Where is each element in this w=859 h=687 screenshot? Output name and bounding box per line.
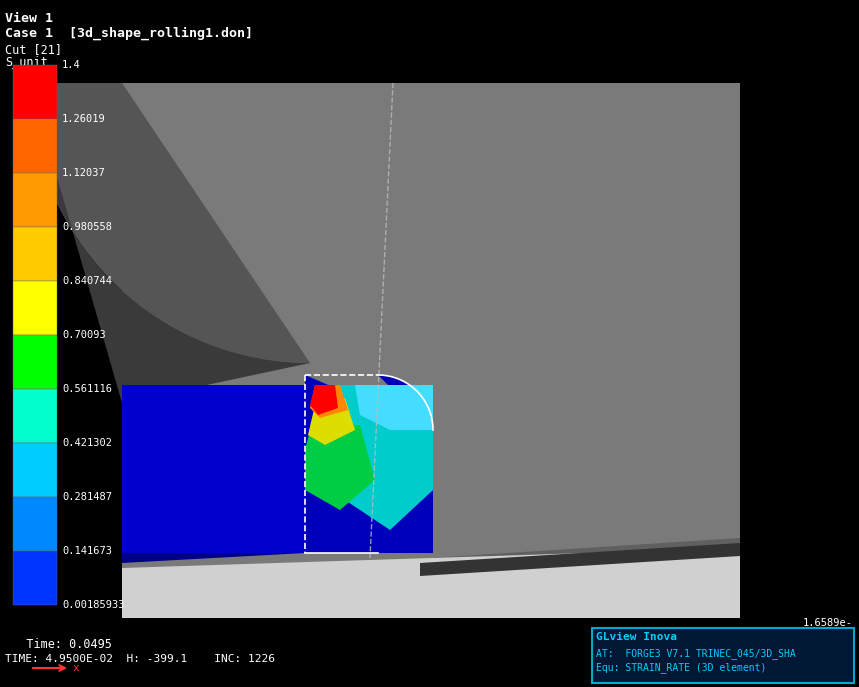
Polygon shape <box>310 385 348 418</box>
FancyBboxPatch shape <box>592 628 854 683</box>
Text: Cut [21]: Cut [21] <box>5 43 62 56</box>
Polygon shape <box>310 385 338 415</box>
Bar <box>13 389 57 443</box>
Bar <box>13 497 57 551</box>
Text: Case 1  [3d_shape_rolling1.don]: Case 1 [3d_shape_rolling1.don] <box>5 27 253 41</box>
Text: 1.26019: 1.26019 <box>62 114 106 124</box>
Text: 1.4: 1.4 <box>62 60 81 70</box>
Bar <box>13 173 57 227</box>
Bar <box>13 119 57 173</box>
Polygon shape <box>30 83 310 403</box>
Polygon shape <box>305 375 433 553</box>
Polygon shape <box>355 385 433 430</box>
Bar <box>13 65 57 119</box>
Polygon shape <box>308 398 355 445</box>
Polygon shape <box>122 385 433 553</box>
Text: 0.561116: 0.561116 <box>62 384 112 394</box>
Text: TIME: 4.9500E-02  H: -399.1    INC: 1226: TIME: 4.9500E-02 H: -399.1 INC: 1226 <box>5 654 275 664</box>
Polygon shape <box>122 553 305 563</box>
Text: x: x <box>73 663 80 673</box>
Text: 0.281487: 0.281487 <box>62 492 112 502</box>
Text: 0.980558: 0.980558 <box>62 222 112 232</box>
Text: 0.141673: 0.141673 <box>62 546 112 556</box>
Bar <box>13 335 57 389</box>
Bar <box>13 551 57 605</box>
Text: GLview Inova: GLview Inova <box>596 632 677 642</box>
Polygon shape <box>305 425 375 510</box>
Polygon shape <box>122 548 740 618</box>
Text: 0.70093: 0.70093 <box>62 330 106 340</box>
Polygon shape <box>30 83 310 363</box>
Bar <box>122 83 740 618</box>
Text: 1.12037: 1.12037 <box>62 168 106 178</box>
Text: Equ: STRAIN_RATE (3D element): Equ: STRAIN_RATE (3D element) <box>596 662 766 673</box>
Polygon shape <box>430 538 740 618</box>
Bar <box>13 281 57 335</box>
Bar <box>13 443 57 497</box>
Text: 1.6589e-: 1.6589e- <box>803 618 853 628</box>
Text: 0.421302: 0.421302 <box>62 438 112 448</box>
Polygon shape <box>310 385 433 530</box>
Bar <box>13 227 57 281</box>
Polygon shape <box>420 543 740 576</box>
Text: S_unit: S_unit <box>5 55 48 68</box>
Text: 0.840744: 0.840744 <box>62 276 112 286</box>
Text: Time: 0.0495: Time: 0.0495 <box>5 638 112 651</box>
Text: AT:  FORGE3 V7.1 TRINEC_045/3D_SHA: AT: FORGE3 V7.1 TRINEC_045/3D_SHA <box>596 648 795 659</box>
Text: 0.00185933: 0.00185933 <box>62 600 125 610</box>
Text: View 1: View 1 <box>5 12 53 25</box>
